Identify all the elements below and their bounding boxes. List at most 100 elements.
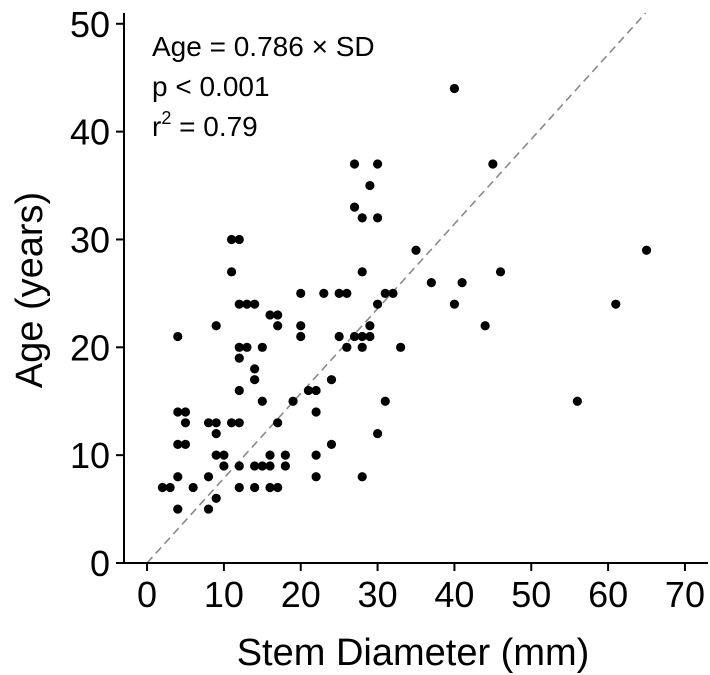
data-point xyxy=(319,288,329,298)
data-point xyxy=(211,493,221,503)
data-point xyxy=(572,396,582,406)
data-point xyxy=(203,418,214,428)
x-tick-label: 30 xyxy=(358,574,398,615)
data-point xyxy=(303,385,314,396)
data-point xyxy=(234,234,244,245)
data-point xyxy=(641,245,652,255)
x-tick-label: 10 xyxy=(204,574,244,615)
data-point xyxy=(426,278,436,288)
data-point xyxy=(173,331,183,342)
data-point xyxy=(157,482,168,493)
data-point xyxy=(365,331,375,342)
data-point xyxy=(273,310,283,320)
y-axis-title: Age (years) xyxy=(9,192,51,388)
equation-annotation: Age = 0.786 × SD xyxy=(152,31,375,62)
data-point xyxy=(265,482,275,493)
data-point xyxy=(380,396,390,406)
data-point xyxy=(203,472,214,482)
data-point xyxy=(219,461,229,471)
p-value-annotation: p < 0.001 xyxy=(152,71,270,102)
trendline xyxy=(146,12,647,564)
data-point xyxy=(173,504,183,514)
data-point xyxy=(234,299,244,309)
data-point xyxy=(326,439,337,449)
data-point xyxy=(296,331,306,342)
data-point xyxy=(250,461,260,471)
data-point xyxy=(334,288,344,298)
data-point xyxy=(211,428,221,439)
data-point xyxy=(296,288,306,298)
x-tick-label: 50 xyxy=(511,574,551,615)
y-tick-label: 0 xyxy=(90,543,110,584)
data-point xyxy=(188,482,198,493)
data-point xyxy=(342,342,352,352)
r-squared-superscript: 2 xyxy=(161,108,171,128)
x-tick-label: 70 xyxy=(665,574,705,615)
data-point xyxy=(311,385,321,396)
data-point xyxy=(311,407,321,417)
y-tick-label: 30 xyxy=(70,219,110,260)
data-point xyxy=(411,245,421,255)
data-point xyxy=(372,428,383,439)
data-point xyxy=(357,342,367,352)
data-point xyxy=(372,213,383,223)
x-tick-label: 40 xyxy=(434,574,474,615)
data-point xyxy=(365,321,375,331)
data-point xyxy=(250,482,260,493)
trendline-layer xyxy=(146,12,647,564)
data-point xyxy=(211,321,221,331)
data-point xyxy=(449,83,460,94)
r-squared-symbol: r xyxy=(152,111,161,142)
data-point xyxy=(173,439,183,449)
y-tick-label: 20 xyxy=(70,327,110,368)
data-point xyxy=(203,504,214,514)
data-point xyxy=(380,288,390,298)
data-point xyxy=(388,288,398,298)
data-point xyxy=(180,439,191,449)
points-layer xyxy=(157,83,652,514)
data-point xyxy=(357,472,367,482)
data-point xyxy=(226,234,237,245)
data-point xyxy=(480,321,490,331)
data-point xyxy=(180,418,191,428)
x-tick-label: 20 xyxy=(281,574,321,615)
annotation-layer: Age = 0.786 × SD p < 0.001 r2 = 0.79 xyxy=(152,31,375,142)
data-point xyxy=(365,180,375,191)
y-tick-label: 50 xyxy=(70,4,110,45)
data-point xyxy=(396,342,406,352)
data-point xyxy=(211,418,221,428)
data-point xyxy=(273,321,283,331)
y-tick-label: 40 xyxy=(70,112,110,153)
data-point xyxy=(265,461,275,471)
data-point xyxy=(165,482,175,493)
data-point xyxy=(234,482,244,493)
data-point xyxy=(250,364,260,374)
data-point xyxy=(250,375,260,385)
data-point xyxy=(357,331,367,342)
data-point xyxy=(173,472,183,482)
data-point xyxy=(349,159,360,169)
data-point xyxy=(280,461,290,471)
data-point xyxy=(234,418,244,428)
data-point xyxy=(265,310,275,320)
data-point xyxy=(349,202,360,212)
data-point xyxy=(296,321,306,331)
data-point xyxy=(226,418,237,428)
data-point xyxy=(257,342,267,352)
data-point xyxy=(357,267,367,277)
data-point xyxy=(273,482,283,493)
data-point xyxy=(234,385,244,396)
r-squared-annotation: r2 = 0.79 xyxy=(152,108,258,142)
data-point xyxy=(342,288,352,298)
data-point xyxy=(273,418,283,428)
data-point xyxy=(372,299,383,309)
y-tick-label: 10 xyxy=(70,435,110,476)
data-point xyxy=(265,450,275,460)
data-point xyxy=(288,396,298,406)
data-point xyxy=(257,396,267,406)
data-point xyxy=(180,407,191,417)
data-point xyxy=(349,331,360,342)
data-point xyxy=(372,159,383,169)
